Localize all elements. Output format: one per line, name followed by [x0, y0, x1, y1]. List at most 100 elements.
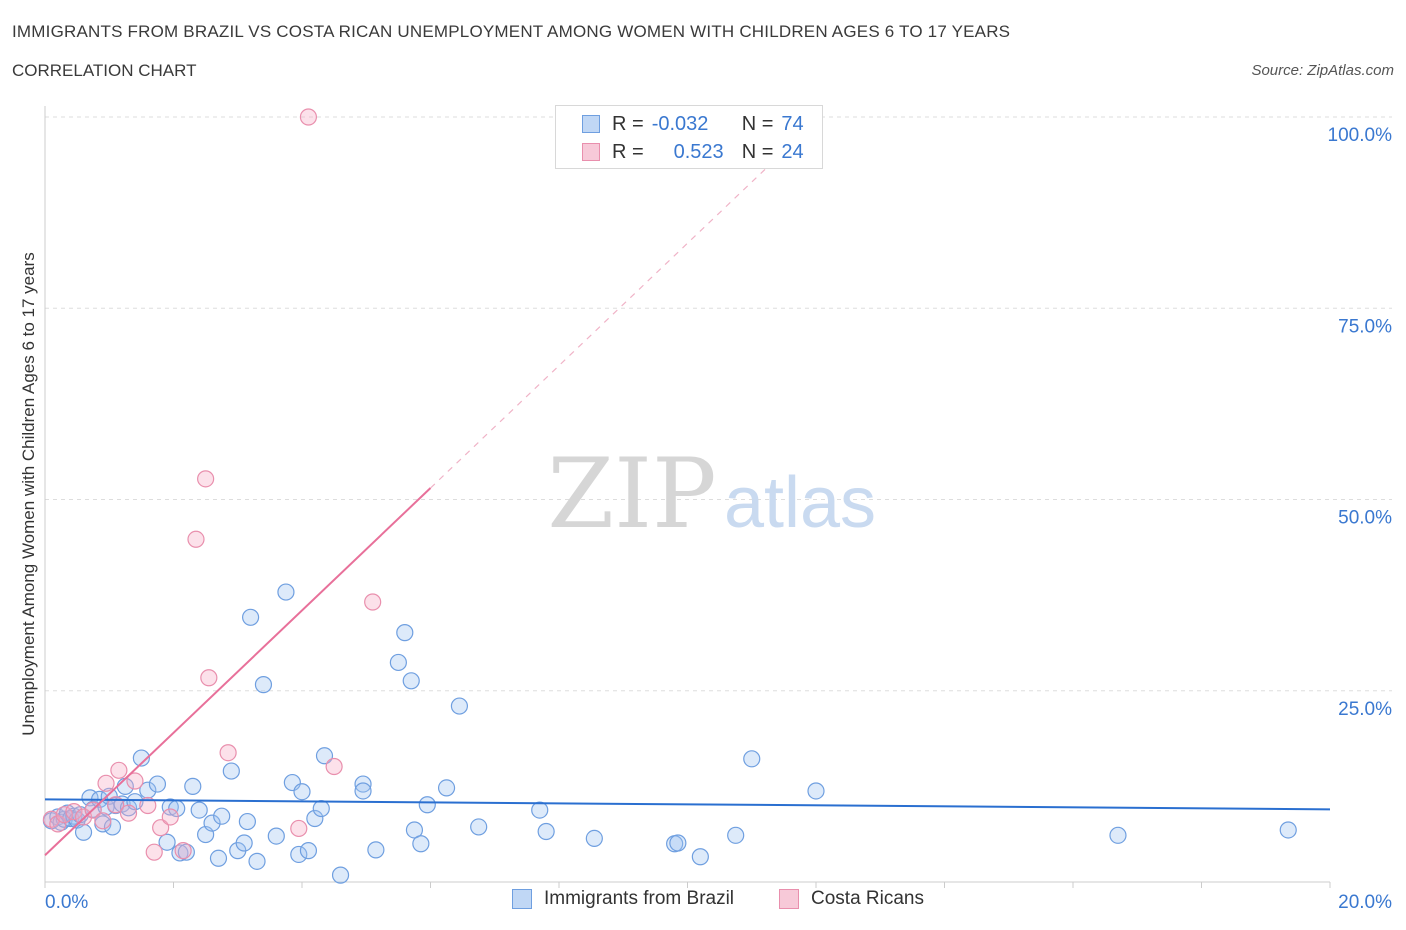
legend-n-label: N = [741, 112, 774, 135]
data-point-brazil [312, 799, 330, 818]
data-point-brazil [209, 849, 228, 867]
data-point-brazil [727, 826, 745, 844]
legend-swatch-brazil [582, 115, 600, 133]
watermark-atlas: atlas [724, 463, 876, 543]
grid-lines [45, 116, 1392, 692]
watermark: ZIP atlas [547, 438, 876, 550]
data-point-costa-rica [65, 803, 83, 821]
data-point-brazil [396, 624, 414, 642]
y-tick-label-3: 25.0% [1338, 699, 1392, 720]
legend-n-value-brazil: 74 [781, 112, 804, 135]
trend-lines [44, 150, 1331, 856]
series-legend: Immigrants from Brazil Costa Ricans [0, 888, 1406, 916]
data-point-brazil [354, 775, 372, 793]
legend-item-brazil[interactable]: Immigrants from Brazil [512, 888, 734, 910]
y-tick-label-0: 100.0% [1328, 125, 1393, 146]
data-point-brazil [132, 749, 150, 767]
data-point-brazil [74, 823, 93, 841]
legend-swatch-costa-rica [582, 143, 600, 161]
data-point-brazil [293, 783, 311, 801]
data-point-brazil [585, 829, 603, 847]
legend-label-brazil: Immigrants from Brazil [544, 888, 735, 909]
data-point-brazil [743, 750, 761, 768]
data-point-costa-rica [55, 806, 73, 824]
data-point-brazil [299, 842, 318, 860]
data-point-costa-rica [94, 812, 112, 830]
data-point-brazil [148, 775, 167, 793]
trend-line-brazil [44, 798, 1331, 811]
data-point-brazil [238, 812, 256, 831]
data-point-brazil [405, 821, 424, 839]
legend-n-value-costa-rica: 24 [781, 140, 804, 163]
data-point-costa-rica [145, 843, 163, 861]
data-point-brazil [450, 697, 469, 715]
data-point-brazil [184, 777, 202, 795]
data-point-brazil [277, 583, 295, 601]
data-point-brazil [807, 782, 825, 800]
data-point-costa-rica [219, 744, 237, 762]
legend-label-costa-rica: Costa Ricans [811, 888, 924, 909]
source-label: Source: ZipAtlas.com [1251, 62, 1394, 79]
legend-r-value-costa-rica: 0.523 [673, 140, 724, 163]
data-point-costa-rica [325, 757, 343, 776]
correlation-legend: R = -0.032 N = 74 R = 0.523 N = 24 [555, 105, 823, 169]
x-tick-label-1: 20.0% [1338, 892, 1392, 913]
data-point-brazil [306, 809, 324, 828]
data-point-costa-rica [187, 530, 205, 548]
data-point-brazil [213, 807, 231, 825]
series-brazil-points [42, 583, 1297, 884]
data-point-brazil [537, 822, 555, 841]
chart-title: IMMIGRANTS FROM BRAZIL VS COSTA RICAN UN… [12, 22, 1011, 41]
data-point-brazil [190, 801, 208, 819]
trend-line-costa-rica-extension [430, 150, 785, 489]
data-point-brazil [267, 827, 285, 845]
data-point-brazil [103, 818, 122, 836]
legend-item-costa-rica[interactable]: Costa Ricans [779, 888, 924, 910]
trend-line-costa-rica [44, 487, 432, 856]
data-point-brazil [158, 833, 176, 851]
data-point-brazil [171, 844, 189, 862]
watermark-zip: ZIP [547, 438, 716, 550]
data-point-brazil [691, 848, 709, 866]
data-point-brazil [418, 796, 436, 814]
data-point-brazil [331, 866, 350, 884]
series-costa-rica-points [42, 108, 382, 861]
data-point-costa-rica [364, 593, 382, 611]
data-point-brazil [437, 779, 456, 797]
legend-r-value-brazil: -0.032 [651, 112, 709, 135]
data-point-brazil [315, 747, 334, 765]
data-point-costa-rica [126, 772, 144, 790]
data-point-brazil [669, 834, 687, 852]
data-point-costa-rica [161, 808, 179, 826]
legend-swatch-costa-rica [779, 889, 799, 909]
data-point-costa-rica [174, 842, 192, 860]
legend-r-label: R = [612, 112, 644, 135]
data-point-brazil [412, 835, 430, 853]
y-tick-label-1: 75.0% [1338, 316, 1392, 337]
data-point-brazil [354, 782, 372, 800]
data-point-brazil [367, 841, 385, 859]
y-tick-labels: 100.0% 75.0% 50.0% 25.0% [1328, 125, 1393, 720]
axes [44, 106, 1331, 888]
y-tick-label-2: 50.0% [1338, 508, 1392, 529]
data-point-brazil [248, 852, 266, 870]
data-point-costa-rica [139, 796, 157, 815]
legend-n-label: N = [741, 140, 774, 163]
data-point-brazil [389, 653, 407, 672]
data-point-costa-rica [299, 108, 318, 126]
x-tick-labels: 0.0% 20.0% [45, 892, 1392, 913]
y-axis-label: Unemployment Among Women with Children A… [19, 252, 38, 736]
data-point-brazil [470, 818, 488, 836]
data-point-costa-rica [197, 470, 215, 488]
data-point-brazil [161, 798, 179, 816]
data-point-costa-rica [110, 761, 128, 779]
legend-r-label: R = [612, 140, 644, 163]
legend-swatch-brazil [512, 889, 532, 909]
chart-subtitle: CORRELATION CHART [12, 61, 197, 80]
data-point-brazil [235, 834, 253, 852]
data-point-brazil [139, 781, 157, 799]
data-point-brazil [1279, 821, 1297, 839]
legend-row-costa-rica: R = 0.523 N = 24 [582, 140, 804, 164]
data-point-costa-rica [49, 815, 67, 833]
